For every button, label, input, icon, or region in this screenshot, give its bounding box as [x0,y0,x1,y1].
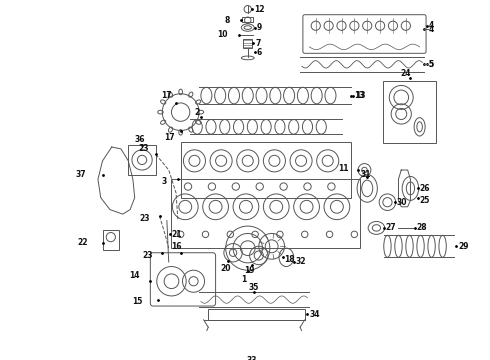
Text: 23: 23 [138,144,148,153]
Text: 5: 5 [429,60,434,69]
Text: 8: 8 [224,16,229,25]
Bar [172,179,360,248]
Text: 24: 24 [401,69,411,78]
Bar [242,17,253,22]
Text: 7: 7 [255,39,261,48]
Text: 1: 1 [242,275,246,284]
Text: 22: 22 [77,238,88,247]
Text: 25: 25 [419,196,430,205]
Text: 16: 16 [171,242,181,251]
Text: 23: 23 [140,214,150,223]
Bar [128,145,156,175]
Bar [102,230,119,250]
Text: 6: 6 [257,48,262,57]
Text: 11: 11 [339,164,349,173]
Text: 10: 10 [217,31,227,40]
Text: 33: 33 [246,356,257,360]
Text: 9: 9 [257,23,262,32]
Bar [181,143,351,198]
Text: 30: 30 [396,198,407,207]
Bar [208,309,305,320]
Text: 29: 29 [458,242,469,251]
Text: 34: 34 [309,310,320,319]
Text: 2: 2 [195,108,200,117]
Bar [383,81,436,143]
Text: 14: 14 [129,271,139,280]
Text: 28: 28 [417,224,427,233]
Text: 23: 23 [143,251,153,260]
Text: 19: 19 [245,266,255,275]
Text: 4: 4 [429,25,434,34]
Text: 3: 3 [162,176,167,185]
Text: 20: 20 [220,264,231,273]
Text: 35: 35 [249,283,259,292]
Text: 27: 27 [386,224,396,233]
Bar [243,39,252,48]
Text: 12: 12 [254,5,265,14]
Text: 37: 37 [75,170,86,179]
Text: 26: 26 [419,184,430,193]
Text: 17: 17 [164,133,175,142]
Text: 15: 15 [132,297,142,306]
Text: 13: 13 [355,91,366,100]
Text: 5: 5 [429,60,434,69]
Text: 32: 32 [295,257,306,266]
Text: 17: 17 [162,91,172,100]
Text: 21: 21 [172,230,182,239]
Text: 13: 13 [354,91,365,100]
Text: 4: 4 [429,21,434,30]
Text: 31: 31 [360,170,370,179]
Text: 18: 18 [285,255,295,264]
Text: 36: 36 [134,135,145,144]
